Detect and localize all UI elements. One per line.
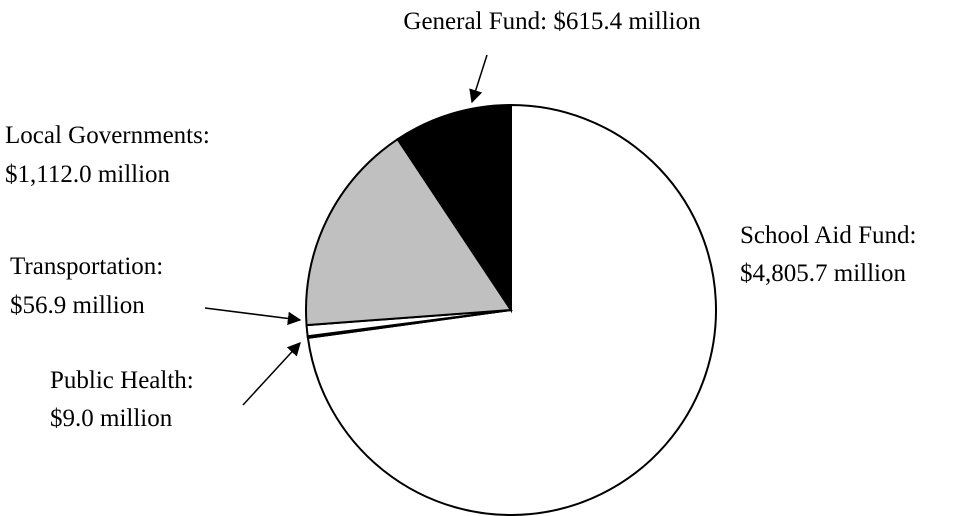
value-label: $615.4 million [553,8,701,35]
arrows [204,54,488,406]
pie-slice [396,103,512,314]
category-label: Local Governments: [5,122,210,149]
pie [305,103,717,516]
arrow [204,307,302,326]
pie-slice [305,137,513,327]
value-label: $56.9 million [10,292,145,319]
category-label: School Aid Fund: [740,222,916,249]
value-label: $4,805.7 million [740,260,906,287]
arrow [242,342,301,406]
slice-label: General Fund: $615.4 million [403,8,701,35]
value-label: $1,112.0 million [5,161,171,188]
category-label: Public Health: [50,367,194,394]
category-label: Transportation: [10,253,163,280]
category-label: General Fund: [403,8,547,35]
value-label: $9.0 million [50,405,173,432]
arrow [469,54,488,104]
